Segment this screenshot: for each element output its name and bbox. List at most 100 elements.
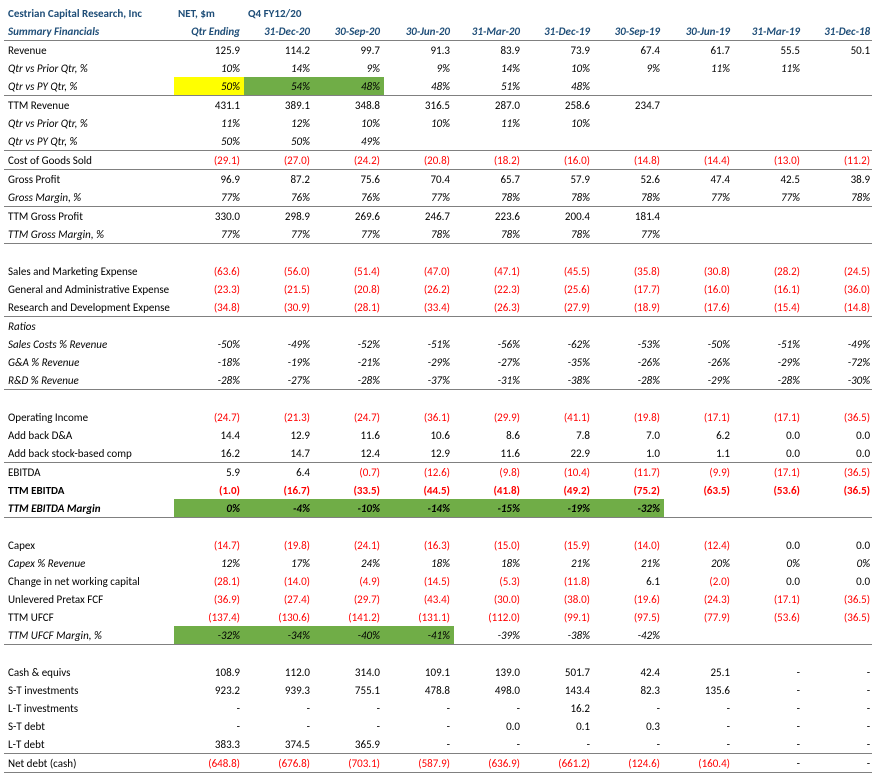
cell: (23.3) (174, 280, 244, 298)
cell (594, 114, 664, 132)
cell: (17.1) (734, 463, 804, 482)
cell: -28% (174, 371, 244, 390)
cell: 77% (174, 225, 244, 244)
cell: -51% (734, 335, 804, 353)
date-4: 31-Dec-19 (524, 22, 594, 41)
cell: -27% (244, 371, 314, 390)
cell: -4% (244, 499, 314, 518)
cell: 50% (174, 77, 244, 96)
cell (664, 207, 734, 226)
cell (594, 132, 664, 151)
cell: (75.2) (594, 481, 664, 499)
cell: (24.7) (314, 408, 384, 426)
cell: 348.8 (314, 96, 384, 115)
cell: 75.6 (314, 170, 384, 189)
cell: - (804, 754, 872, 773)
cell: -26% (594, 353, 664, 371)
row-label: Revenue (4, 41, 174, 60)
cell: 12% (244, 114, 314, 132)
cell: 9% (314, 59, 384, 77)
row-label: TTM Revenue (4, 96, 174, 115)
cell: 77% (384, 188, 454, 207)
cell: (29.9) (454, 408, 524, 426)
date-3: 31-Mar-20 (454, 22, 524, 41)
table-row: Qtr vs Prior Qtr, %11%12%10%10%11%10% (4, 114, 872, 132)
table-row: Sales and Marketing Expense(63.6)(56.0)(… (4, 262, 872, 280)
table-row: Research and Development Expense(34.8)(3… (4, 298, 872, 317)
cell: 16.2 (524, 699, 594, 717)
row-label: L-T investments (4, 699, 174, 717)
table-row: TTM UFCF(137.4)(130.6)(141.2)(131.1)(112… (4, 608, 872, 626)
cell (524, 317, 594, 336)
cell: 20% (664, 554, 734, 572)
cell (734, 317, 804, 336)
row-label: R&D % Revenue (4, 371, 174, 390)
cell: - (734, 681, 804, 699)
cell: (63.6) (174, 262, 244, 280)
cell: 48% (524, 77, 594, 96)
cell: (12.6) (384, 463, 454, 482)
cell: -56% (454, 335, 524, 353)
cell: (30.8) (664, 262, 734, 280)
cell: (53.6) (734, 608, 804, 626)
cell: 431.1 (174, 96, 244, 115)
cell: (14.4) (664, 151, 734, 170)
cell: 55.5 (734, 41, 804, 60)
row-label: Sales Costs % Revenue (4, 335, 174, 353)
cell (804, 132, 872, 151)
cell: 9% (594, 59, 664, 77)
cell: (24.2) (314, 151, 384, 170)
net-label: NET, $m (174, 4, 244, 22)
cell (244, 317, 314, 336)
date-1: 30-Sep-20 (314, 22, 384, 41)
cell: - (804, 681, 872, 699)
cell: - (804, 663, 872, 681)
cell: 49% (314, 132, 384, 151)
cell: 5.9 (174, 463, 244, 482)
cell: (24.7) (174, 408, 244, 426)
cell: -28% (314, 371, 384, 390)
cell: 0.1 (524, 717, 594, 735)
cell: -31% (454, 371, 524, 390)
cell: 287.0 (454, 96, 524, 115)
cell: -39% (454, 626, 524, 645)
row-label: Cost of Goods Sold (4, 151, 174, 170)
table-row: G&A % Revenue-18%-19%-21%-29%-27%-35%-26… (4, 353, 872, 371)
cell: (9.9) (664, 463, 734, 482)
cell: 135.6 (664, 681, 734, 699)
cell (804, 499, 872, 518)
cell (804, 114, 872, 132)
row-label: Operating Income (4, 408, 174, 426)
cell: 0.0 (734, 536, 804, 554)
cell: 10% (174, 59, 244, 77)
table-row: Revenue125.9114.299.791.383.973.967.461.… (4, 41, 872, 60)
cell (734, 225, 804, 244)
cell: 50% (174, 132, 244, 151)
table-row (4, 518, 872, 537)
cell (804, 96, 872, 115)
cell: 478.8 (384, 681, 454, 699)
table-row: Unlevered Pretax FCF(36.9)(27.4)(29.7)(4… (4, 590, 872, 608)
cell: - (734, 717, 804, 735)
cell: 57.9 (524, 170, 594, 189)
cell: 143.4 (524, 681, 594, 699)
cell: 78% (524, 188, 594, 207)
cell: (17.1) (734, 590, 804, 608)
cell: 10.6 (384, 426, 454, 444)
cell: - (594, 699, 664, 717)
table-row: Capex(14.7)(19.8)(24.1)(16.3)(15.0)(15.9… (4, 536, 872, 554)
cell: (14.0) (594, 536, 664, 554)
cell: 269.6 (314, 207, 384, 226)
cell: (36.5) (804, 463, 872, 482)
cell: -29% (734, 353, 804, 371)
cell (804, 207, 872, 226)
cell: 11% (454, 114, 524, 132)
table-row: R&D % Revenue-28%-27%-28%-37%-31%-38%-28… (4, 371, 872, 390)
cell: (36.1) (384, 408, 454, 426)
cell (734, 77, 804, 96)
cell: 498.0 (454, 681, 524, 699)
cell: - (174, 717, 244, 735)
cell (174, 317, 244, 336)
cell: 76% (314, 188, 384, 207)
cell: (41.8) (454, 481, 524, 499)
